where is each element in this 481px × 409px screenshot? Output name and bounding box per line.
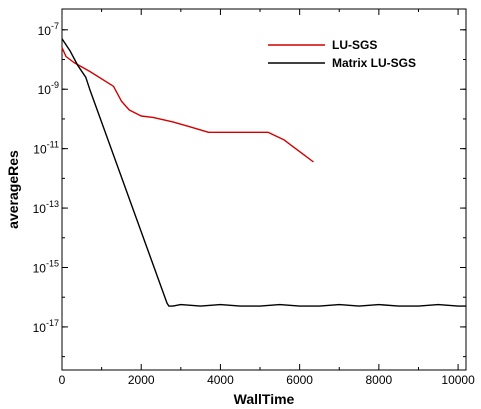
- x-tick-label: 0: [59, 373, 66, 387]
- x-tick-label: 6000: [286, 373, 313, 387]
- y-axis-title: averageRes: [5, 150, 21, 229]
- legend-label: Matrix LU-SGS: [332, 56, 416, 70]
- x-tick-label: 2000: [128, 373, 155, 387]
- y-tick-label: 10-7: [38, 21, 59, 38]
- series-line-matrix-lu-sgs: [61, 38, 466, 307]
- x-tick-label: 4000: [207, 373, 234, 387]
- y-tick-label: 10-17: [33, 318, 59, 335]
- y-tick-label: 10-11: [33, 140, 59, 157]
- legend-label: LU-SGS: [332, 38, 377, 52]
- x-axis-title: WallTime: [234, 391, 295, 407]
- series-layer: [61, 38, 466, 307]
- y-tick-label: 10-13: [33, 199, 59, 216]
- x-tick-label: 8000: [366, 373, 393, 387]
- x-tick-label: 10000: [441, 373, 475, 387]
- series-line-lu-sgs: [61, 47, 314, 163]
- y-tick-label: 10-9: [38, 80, 59, 97]
- plot-frame: [61, 8, 467, 371]
- ticks-layer: 0 2000 4000 6000 8000 10000 10-7 10-9 10-11 10-13…: [33, 9, 475, 387]
- y-tick-label: 10-15: [33, 258, 59, 275]
- legend: LU-SGS Matrix LU-SGS: [268, 38, 416, 70]
